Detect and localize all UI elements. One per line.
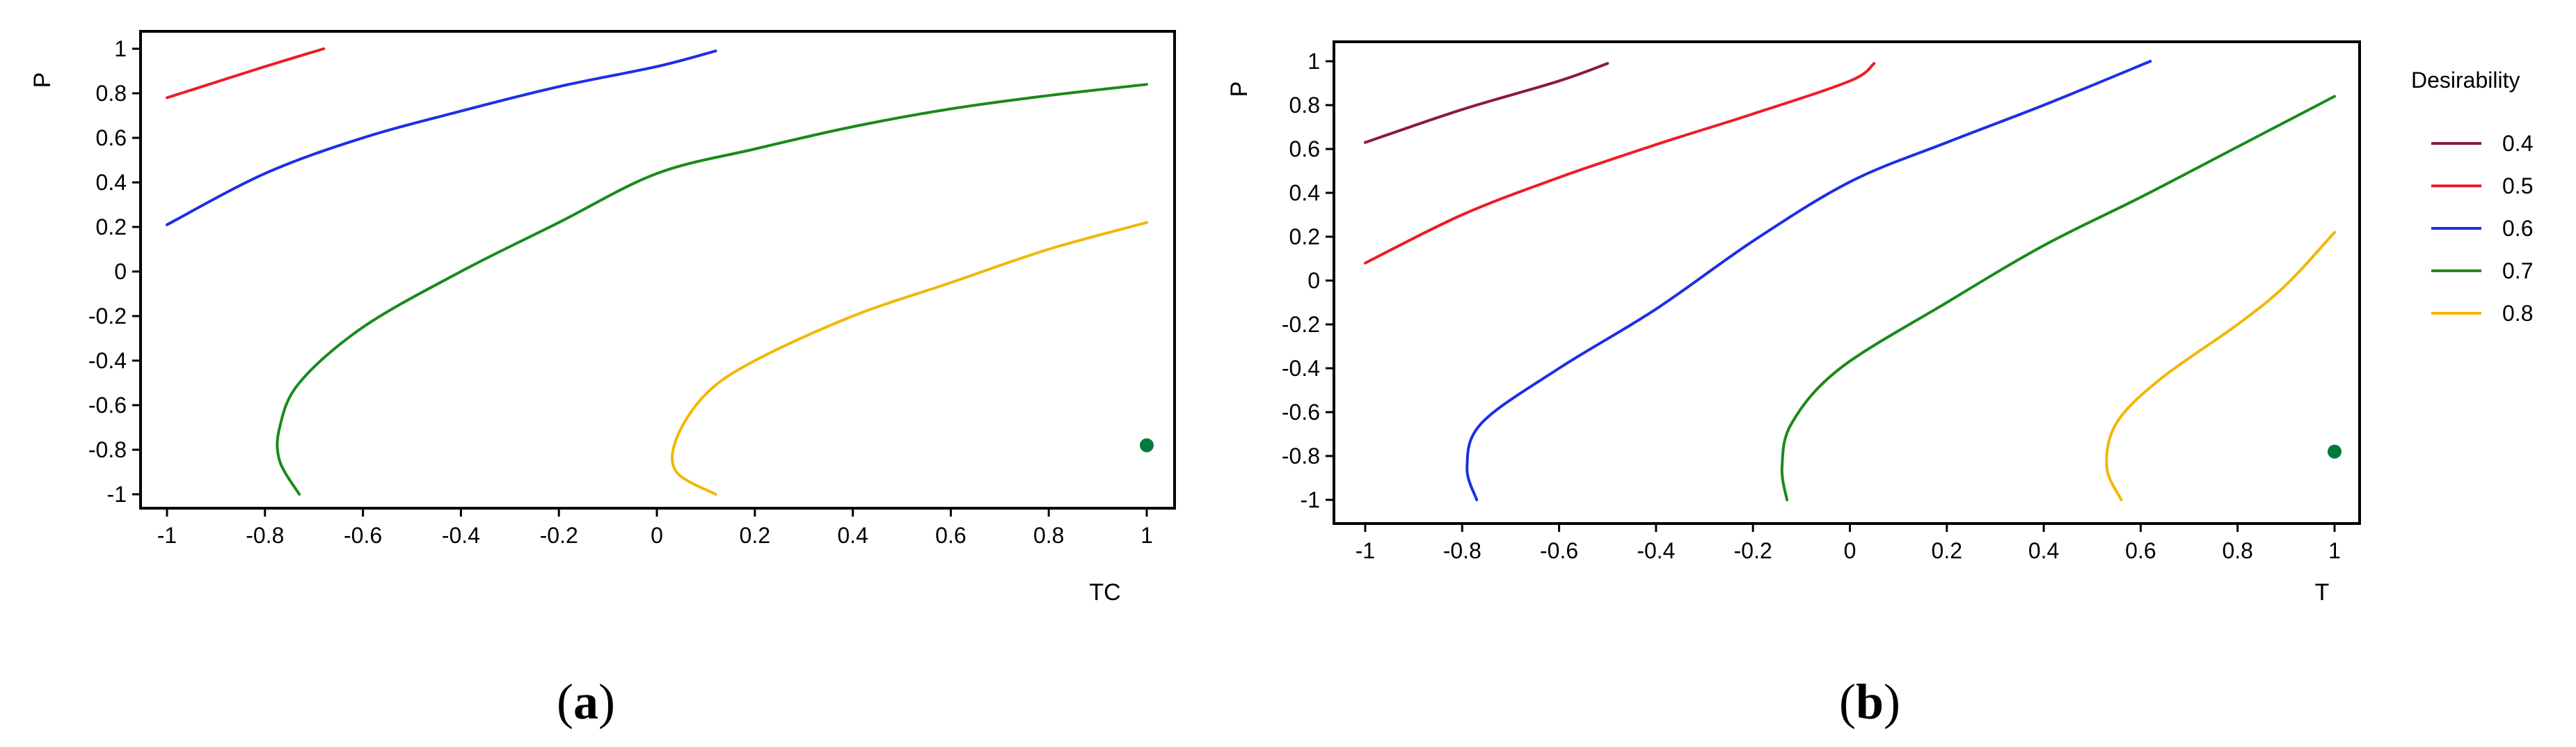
y-tick-label-b-8: -0.6 <box>1282 400 1320 425</box>
contour-b-0-8 <box>2105 230 2336 501</box>
x-tick-label-b-10: 1 <box>2328 538 2341 563</box>
contour-a-0-6 <box>166 49 717 226</box>
x-tick-label-a-7: 0.4 <box>837 523 868 548</box>
x-tick-label-b-5: 0 <box>1844 538 1857 563</box>
x-tick-label-b-2: -0.6 <box>1540 538 1578 563</box>
legend-label-0-5: 0.5 <box>2502 173 2533 198</box>
x-tick-label-a-4: -0.2 <box>540 523 578 548</box>
x-tick-label-b-1: -0.8 <box>1443 538 1481 563</box>
y-tick-label-a-0: 1 <box>114 36 127 61</box>
legend: Desirability 0.4 0.5 0.6 0.7 0.8 <box>2411 68 2533 326</box>
y-tick-label-a-2: 0.6 <box>96 125 127 150</box>
caption-b-letter: b <box>1856 674 1884 730</box>
y-axis-label-a: P <box>29 72 56 88</box>
x-tick-label-b-8: 0.6 <box>2125 538 2156 563</box>
x-tick-label-a-3: -0.4 <box>442 523 480 548</box>
legend-title: Desirability <box>2411 68 2520 93</box>
x-tick-label-a-0: -1 <box>157 523 177 548</box>
plot-frame-a <box>139 30 1176 510</box>
x-axis-ticks-a: -1 -0.8 -0.6 -0.4 -0.2 0 0.2 0.4 0.6 0.8 1 <box>157 508 1153 548</box>
x-axis-label-b: T <box>2315 579 2330 606</box>
plot-frame-b <box>1333 40 2361 525</box>
x-tick-label-b-4: -0.2 <box>1734 538 1772 563</box>
caption-a: (a) <box>557 674 615 730</box>
y-tick-label-b-1: 0.8 <box>1289 93 1320 118</box>
y-tick-label-a-10: -1 <box>107 482 127 507</box>
y-axis-label-b: P <box>1226 81 1253 97</box>
caption-a-text: (a) <box>557 674 615 730</box>
y-tick-label-b-7: -0.4 <box>1282 356 1320 381</box>
caption-b: (b) <box>1839 674 1900 730</box>
x-tick-label-a-2: -0.6 <box>344 523 382 548</box>
contour-b-0-4 <box>1364 62 1609 144</box>
x-axis-label-a: TC <box>1089 579 1120 606</box>
x-tick-label-b-6: 0.2 <box>1932 538 1962 563</box>
optimum-layer-b <box>2328 444 2342 459</box>
y-tick-label-a-1: 0.8 <box>96 81 127 106</box>
x-tick-label-b-9: 0.8 <box>2222 538 2252 563</box>
y-tick-label-b-4: 0.2 <box>1289 224 1320 249</box>
caption-b-text: (b) <box>1839 674 1900 730</box>
contour-b-0-5 <box>1364 62 1876 265</box>
optimum-layer-a <box>1140 438 1154 453</box>
optimum-point-a <box>1140 438 1154 453</box>
y-tick-label-a-6: -0.2 <box>88 304 127 329</box>
x-tick-label-a-1: -0.8 <box>246 523 284 548</box>
contour-a-0-8 <box>671 221 1148 496</box>
y-tick-label-a-4: 0.2 <box>96 214 127 239</box>
y-tick-label-a-7: -0.4 <box>88 348 127 373</box>
contour-a-0-7 <box>276 83 1148 496</box>
contour-b-0-7 <box>1780 95 2336 501</box>
x-tick-label-b-7: 0.4 <box>2028 538 2059 563</box>
contour-b-0-6 <box>1465 60 2152 501</box>
y-tick-label-a-3: 0.4 <box>96 170 127 195</box>
x-tick-label-b-3: -0.4 <box>1637 538 1675 563</box>
chart-panel-b: -1 -0.8 -0.6 -0.4 -0.2 0 0.2 0.4 0.6 0.8 1 1 0.8 0.6… <box>1226 40 2361 730</box>
x-tick-label-a-8: 0.6 <box>935 523 966 548</box>
y-tick-label-b-6: -0.2 <box>1282 312 1320 337</box>
x-tick-label-a-10: 1 <box>1140 523 1153 548</box>
legend-entries: 0.4 0.5 0.6 0.7 0.8 <box>2431 131 2533 326</box>
y-tick-label-b-5: 0 <box>1307 268 1320 293</box>
x-tick-label-a-6: 0.2 <box>740 523 770 548</box>
contour-lines-a <box>166 47 1148 496</box>
x-tick-label-b-0: -1 <box>1355 538 1375 563</box>
x-tick-label-a-5: 0 <box>651 523 663 548</box>
y-axis-ticks-b: 1 0.8 0.6 0.4 0.2 0 -0.2 -0.4 -0.6 -0.8 -1 <box>1282 49 1334 512</box>
y-tick-label-b-0: 1 <box>1307 49 1320 74</box>
y-tick-label-a-8: -0.6 <box>88 393 127 418</box>
y-tick-label-b-2: 0.6 <box>1289 136 1320 162</box>
chart-panel-a: -1 -0.8 -0.6 -0.4 -0.2 0 0.2 0.4 0.6 0.8 1 1 0.8 0.6… <box>29 30 1176 730</box>
contour-lines-b <box>1364 60 2336 501</box>
legend-label-0-4: 0.4 <box>2502 131 2533 156</box>
y-tick-label-a-5: 0 <box>114 259 127 284</box>
legend-label-0-7: 0.7 <box>2502 258 2533 283</box>
y-tick-label-b-9: -0.8 <box>1282 443 1320 469</box>
legend-label-0-8: 0.8 <box>2502 301 2533 326</box>
x-axis-ticks-b: -1 -0.8 -0.6 -0.4 -0.2 0 0.2 0.4 0.6 0.8 1 <box>1355 524 2341 563</box>
y-tick-label-a-9: -0.8 <box>88 437 127 462</box>
y-tick-label-b-3: 0.4 <box>1289 180 1320 205</box>
y-tick-label-b-10: -1 <box>1301 487 1320 512</box>
y-axis-ticks-a: 1 0.8 0.6 0.4 0.2 0 -0.2 -0.4 -0.6 -0.8 -1 <box>88 36 141 507</box>
caption-a-letter: a <box>573 674 598 730</box>
contour-a-0-5 <box>166 47 326 100</box>
optimum-point-b <box>2328 444 2342 459</box>
x-tick-label-a-9: 0.8 <box>1033 523 1064 548</box>
legend-label-0-6: 0.6 <box>2502 216 2533 241</box>
